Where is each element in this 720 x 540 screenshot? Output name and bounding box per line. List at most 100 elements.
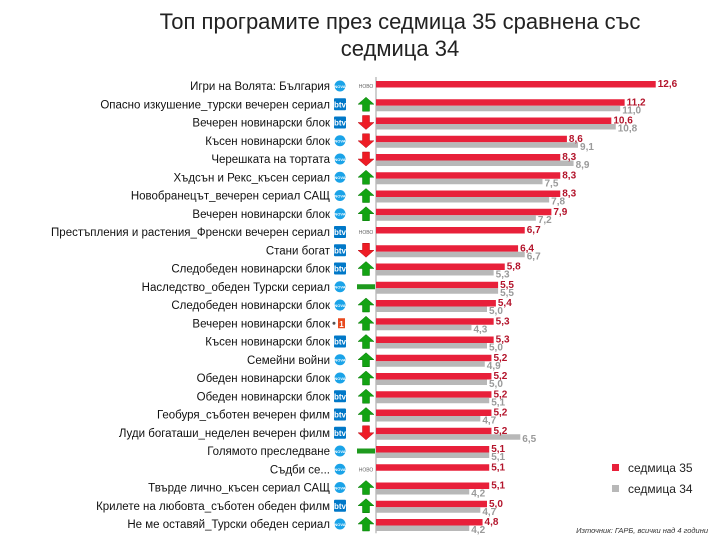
bar-week35 [376, 354, 492, 362]
value-label-week34: 10,8 [618, 124, 638, 135]
value-label-week35: 5,1 [491, 481, 505, 492]
value-label-week35: 5,3 [496, 335, 510, 346]
category-label: Новобранецът_вечерен сериал САЩ [131, 191, 330, 203]
legend-swatch-week35 [612, 464, 619, 471]
category-label: Черешката на тортата [211, 154, 330, 166]
nova-logo-icon [334, 445, 346, 457]
btv-logo-label: btv [334, 246, 347, 255]
legend-item-week34: седмица 34 [612, 478, 693, 499]
nova-logo-label: NOVA [334, 139, 345, 144]
value-label-week34: 11,0 [622, 105, 641, 116]
btv-logo-label: btv [334, 338, 347, 347]
value-label-week34: 9,1 [580, 142, 594, 153]
value-label-week34: 5,1 [491, 452, 505, 463]
bar-week35 [376, 373, 492, 380]
value-label-week34: 4,2 [471, 525, 485, 536]
btv-logo-icon [334, 116, 346, 129]
category-label: Игри на Волята: България [190, 81, 330, 93]
nova-logo-label: NOVA [334, 522, 345, 527]
bar-week34 [376, 142, 579, 148]
category-label: Вечерен новинарски блок [192, 209, 331, 221]
nova-logo-label: NOVA [334, 358, 345, 363]
chart-title-line1: Топ програмите през седмица 35 сравнена … [159, 9, 641, 34]
category-label: Луди богаташи_неделен вечерен филм [119, 428, 330, 440]
value-label-week34: 7,2 [538, 215, 552, 226]
value-label-week34: 5,0 [489, 343, 503, 354]
bar-week35 [376, 482, 490, 489]
value-label-week35: 5,2 [493, 389, 507, 400]
bar-week35 [376, 300, 496, 307]
legend-label-week34: седмица 34 [628, 481, 693, 496]
trend-up-arrow-icon [357, 516, 375, 532]
bar-week34 [376, 416, 481, 422]
nova-logo-icon [334, 171, 346, 183]
value-label-week34: 4,9 [487, 361, 501, 372]
bar-week35 [376, 391, 492, 398]
bar-week35 [376, 245, 519, 252]
bar-week34 [376, 452, 490, 458]
trend-up-arrow-icon [357, 297, 375, 313]
bar-week34 [376, 160, 574, 166]
bar-week35 [376, 117, 612, 124]
category-label: Обеден новинарски блок [197, 391, 331, 403]
nova-logo-icon [334, 482, 346, 493]
category-label: Опасно изкушение_турски вечерен сериал [100, 99, 330, 111]
bar-week34 [376, 525, 470, 531]
bar-week34 [376, 288, 499, 294]
category-label: Обеден новинарски блок [197, 373, 331, 385]
category-label: Престъпления и растения_Френски вечерен … [51, 227, 330, 239]
bar-week34 [376, 197, 550, 203]
trend-down-arrow-icon [357, 151, 375, 167]
nova-logo-label: NOVA [334, 303, 345, 308]
value-label-week34: 5,0 [489, 306, 503, 317]
bar-week35 [376, 464, 490, 471]
value-label-week34: 6,7 [527, 251, 541, 262]
btv-logo-icon [334, 244, 346, 257]
bar-week34 [376, 270, 494, 276]
bar-week35 [376, 500, 487, 508]
trend-same-bar-icon [357, 448, 375, 454]
bar-week34 [376, 343, 487, 349]
category-label: Голямото преследване [207, 446, 330, 458]
nova-logo-label: NOVA [334, 157, 345, 162]
bar-week34 [376, 397, 490, 404]
trend-up-arrow-icon [357, 480, 375, 495]
bar-week35 [376, 519, 483, 526]
btv-logo-label: btv [334, 411, 347, 420]
nova-logo-icon [334, 518, 346, 530]
bar-week34 [376, 379, 487, 385]
nova-logo-icon [334, 299, 346, 311]
nova-logo-icon [334, 135, 346, 147]
value-label-week35: 5,5 [500, 280, 514, 291]
value-label-week35: 8,3 [562, 189, 576, 200]
btv-logo-icon [334, 226, 346, 238]
category-label: Крилете на любовта_съботен обеден филм [96, 501, 330, 513]
value-label-week35: 5,0 [489, 499, 503, 510]
nova-logo-icon [334, 372, 346, 384]
value-label-week34: 4,2 [471, 489, 485, 500]
value-label-week35: 5,2 [493, 408, 507, 419]
nova-logo-icon [334, 281, 346, 293]
value-label-week34: 5,5 [500, 288, 514, 299]
trend-up-arrow-icon [357, 388, 375, 404]
value-label-week35: 8,3 [562, 170, 576, 181]
value-label-week35: 5,2 [493, 371, 507, 382]
category-label: Късен новинарски блок [205, 136, 331, 148]
bar-week34 [376, 215, 536, 221]
nova-logo-icon [334, 80, 346, 92]
trend-up-arrow-icon [357, 206, 375, 221]
value-label-week35: 5,8 [507, 262, 521, 273]
nova-logo-label: NOVA [334, 84, 345, 89]
bar-week35 [376, 318, 494, 325]
bar-week34 [376, 306, 487, 312]
btv-logo-label: btv [334, 100, 347, 109]
trend-up-arrow-icon [357, 370, 375, 386]
bar-week34 [376, 361, 485, 367]
bar-week34 [376, 105, 621, 112]
new-badge: НОВО [359, 230, 374, 236]
trend-down-arrow-icon [357, 425, 375, 441]
trend-up-arrow-icon [357, 261, 375, 276]
new-badge: НОВО [359, 467, 374, 473]
nova-logo-label: NOVA [334, 449, 345, 454]
trend-down-arrow-icon [357, 243, 375, 258]
